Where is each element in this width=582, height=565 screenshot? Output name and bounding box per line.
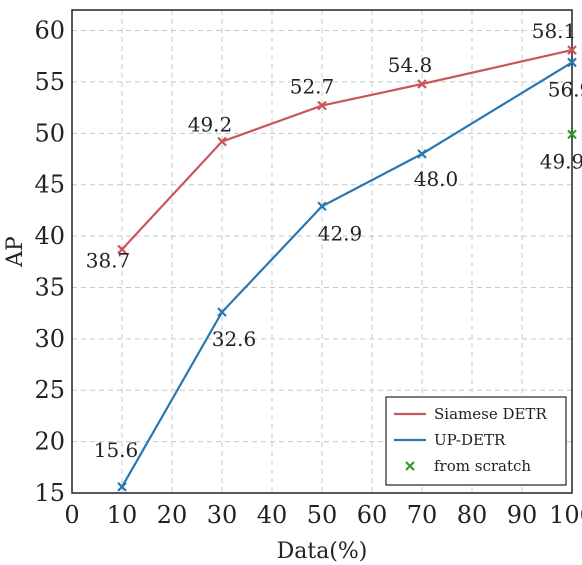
siamese-detr-data-label: 58.1 bbox=[532, 19, 577, 43]
up-detr-data-label: 48.0 bbox=[414, 167, 459, 191]
siamese-detr-data-label: 49.2 bbox=[188, 113, 233, 137]
siamese-detr-point bbox=[317, 100, 327, 111]
x-tick-label: 60 bbox=[357, 501, 388, 529]
y-tick-label: 15 bbox=[34, 479, 65, 507]
x-tick-label: 20 bbox=[157, 501, 188, 529]
up-detr-data-label: 56.9 bbox=[548, 77, 582, 101]
x-tick-label: 50 bbox=[307, 501, 338, 529]
siamese-detr-point bbox=[567, 45, 577, 55]
up-detr-point bbox=[217, 307, 227, 317]
up-detr-data-label: 42.9 bbox=[318, 221, 363, 245]
y-axis-title: AP bbox=[3, 236, 28, 268]
legend: Siamese DETR UP-DETR from scratch bbox=[385, 396, 567, 486]
series bbox=[117, 45, 577, 492]
up-detr-point bbox=[417, 149, 427, 159]
y-tick-label: 30 bbox=[34, 325, 65, 353]
plot-frame bbox=[71, 9, 573, 494]
x-tick-label: 90 bbox=[507, 501, 538, 529]
siamese-detr-line bbox=[121, 49, 573, 251]
siamese-detr-point bbox=[217, 136, 227, 147]
y-tick-label: 55 bbox=[34, 68, 65, 96]
siamese-detr-legend-label: Siamese DETR bbox=[434, 405, 547, 423]
from-scratch-legend-swatch bbox=[405, 461, 415, 471]
siamese-detr-data-label: 38.7 bbox=[86, 248, 131, 272]
x-tick-label: 80 bbox=[457, 501, 488, 529]
siamese-detr-data-label: 52.7 bbox=[290, 75, 335, 99]
x-axis-title: Data(%) bbox=[277, 539, 368, 564]
x-tick-label: 100 bbox=[549, 501, 582, 529]
y-tick-label: 20 bbox=[34, 428, 65, 456]
siamese-detr-point bbox=[417, 79, 427, 89]
from-scratch-data-label: 49.9 bbox=[540, 149, 582, 173]
y-tick-label: 45 bbox=[34, 171, 65, 199]
x-tick-label: 10 bbox=[107, 501, 138, 529]
axis-ticks: 0 10 20 30 40 50 60 70 80 90 100 15 20 25 30 35 40 45 50 55… bbox=[34, 17, 582, 529]
data-labels: 38.7 49.2 52.7 54.8 58.1 15.6 32.6 42.9 48.0 56.9… bbox=[86, 19, 582, 462]
x-tick-label: 30 bbox=[207, 501, 238, 529]
up-detr-legend-label: UP-DETR bbox=[434, 431, 506, 449]
y-tick-label: 40 bbox=[34, 222, 65, 250]
y-tick-label: 35 bbox=[34, 273, 65, 301]
y-tick-label: 25 bbox=[34, 376, 65, 404]
x-tick-label: 40 bbox=[257, 501, 288, 529]
siamese-detr-point bbox=[117, 244, 127, 255]
y-tick-label: 60 bbox=[34, 17, 65, 45]
x-tick-label: 0 bbox=[64, 501, 79, 529]
siamese-detr-data-label: 54.8 bbox=[388, 53, 433, 77]
y-tick-label: 50 bbox=[34, 119, 65, 147]
up-detr-point bbox=[567, 57, 577, 68]
up-detr-data-label: 15.6 bbox=[94, 438, 139, 462]
from-scratch-legend-label: from scratch bbox=[434, 457, 531, 475]
up-detr-point bbox=[317, 201, 327, 212]
from-scratch-point bbox=[567, 129, 577, 140]
up-detr-point bbox=[117, 482, 127, 492]
x-tick-label: 70 bbox=[407, 501, 438, 529]
up-detr-data-label: 32.6 bbox=[212, 327, 257, 351]
